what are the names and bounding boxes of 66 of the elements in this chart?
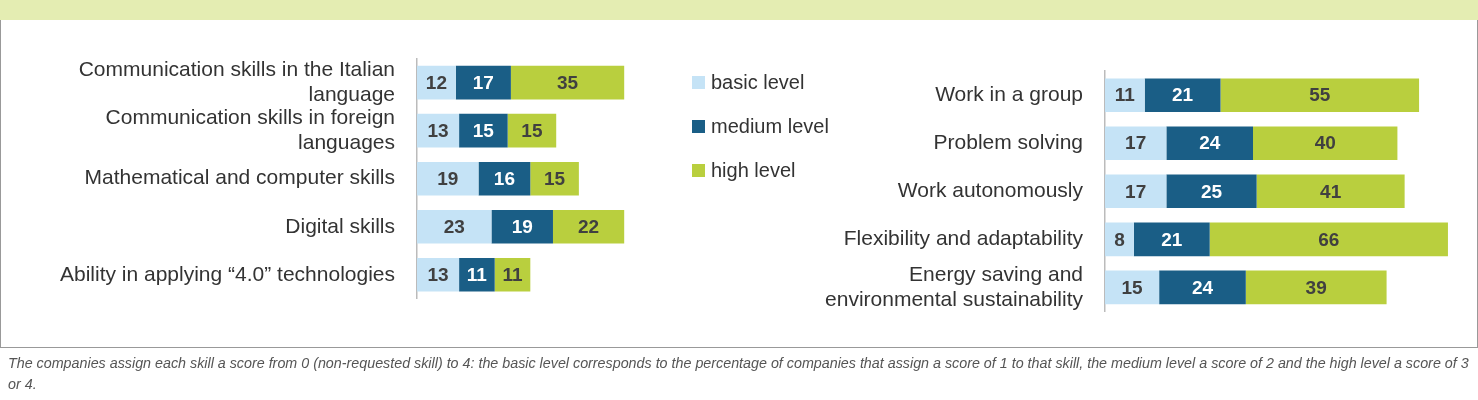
y-tick-label: Mathematical and computer skills [84, 165, 395, 189]
bar [510, 65, 625, 100]
data-label: 13 [427, 119, 449, 141]
bar [530, 161, 579, 196]
y-tick-label: Flexibility and adaptability [843, 226, 1084, 250]
data-label: 17 [1125, 132, 1147, 154]
bar [1256, 174, 1405, 209]
data-label: 19 [511, 215, 533, 237]
bar [491, 209, 553, 244]
data-label: 19 [437, 167, 459, 189]
data-label: 15 [1121, 276, 1144, 298]
legend-label: medium level [711, 114, 829, 138]
data-label: 12 [425, 71, 447, 93]
y-tick-label: Work autonomously [897, 178, 1084, 202]
bar [1105, 174, 1167, 209]
data-label: 24 [1199, 132, 1221, 154]
data-label: 15 [472, 119, 495, 141]
bar [1209, 222, 1448, 257]
bar [1245, 270, 1387, 305]
y-tick-label: Digital skills [285, 213, 395, 237]
data-label: 15 [544, 167, 566, 189]
bar [1133, 222, 1210, 257]
bar [1105, 126, 1167, 161]
bar [478, 161, 531, 196]
data-label: 35 [556, 71, 579, 93]
bar [459, 257, 495, 292]
data-label: 55 [1309, 84, 1331, 106]
y-tick-label: Problem solving [933, 130, 1083, 154]
data-label: 66 [1318, 228, 1340, 250]
y-tick-label: Ability in applying “4.0” technologies [59, 261, 395, 285]
legend-label: basic level [711, 70, 805, 94]
bar [1166, 174, 1257, 209]
bar [455, 65, 511, 100]
data-label: 11 [466, 264, 488, 286]
data-label: 16 [493, 167, 515, 189]
data-label: 22 [578, 215, 600, 237]
data-label: 15 [521, 119, 543, 141]
data-label: 21 [1161, 228, 1183, 250]
bar [1105, 78, 1145, 113]
data-label: 40 [1314, 132, 1336, 154]
data-label: 24 [1191, 276, 1214, 298]
y-tick-label: Communication skills in the Italian language [78, 56, 395, 106]
y-tick-label: Energy saving and environmental sustainability [825, 261, 1084, 310]
data-label: 21 [1172, 84, 1194, 106]
data-label: 17 [472, 71, 494, 93]
data-label: 25 [1200, 180, 1223, 202]
data-label: 41 [1320, 180, 1342, 202]
bar [417, 209, 492, 244]
data-label: 11 [1114, 84, 1136, 106]
bar [1166, 126, 1254, 161]
data-label: 13 [427, 264, 449, 286]
bar [552, 209, 625, 244]
bar [1159, 270, 1246, 305]
bar [1144, 78, 1221, 113]
data-label: 39 [1305, 276, 1327, 298]
data-label: 11 [502, 264, 523, 286]
data-label: 23 [443, 215, 465, 237]
y-tick-label: Work in a group [935, 82, 1083, 106]
bar [1253, 126, 1398, 161]
y-tick-label: Communication skills in foreign languages [105, 104, 395, 154]
bar [1220, 78, 1420, 113]
data-label: 8 [1114, 228, 1125, 250]
bar [417, 161, 479, 196]
text: The companies assign each skill a score from 0 (non-requested skill) to 4: the basic level corresponds to the percentage of companies that assign a score of 1 to that skill, the medium level a score of 2 and the high level a score of 3 or 4. [8, 354, 1470, 394]
legend-label: high level [711, 158, 796, 182]
data-label: 17 [1125, 180, 1147, 202]
